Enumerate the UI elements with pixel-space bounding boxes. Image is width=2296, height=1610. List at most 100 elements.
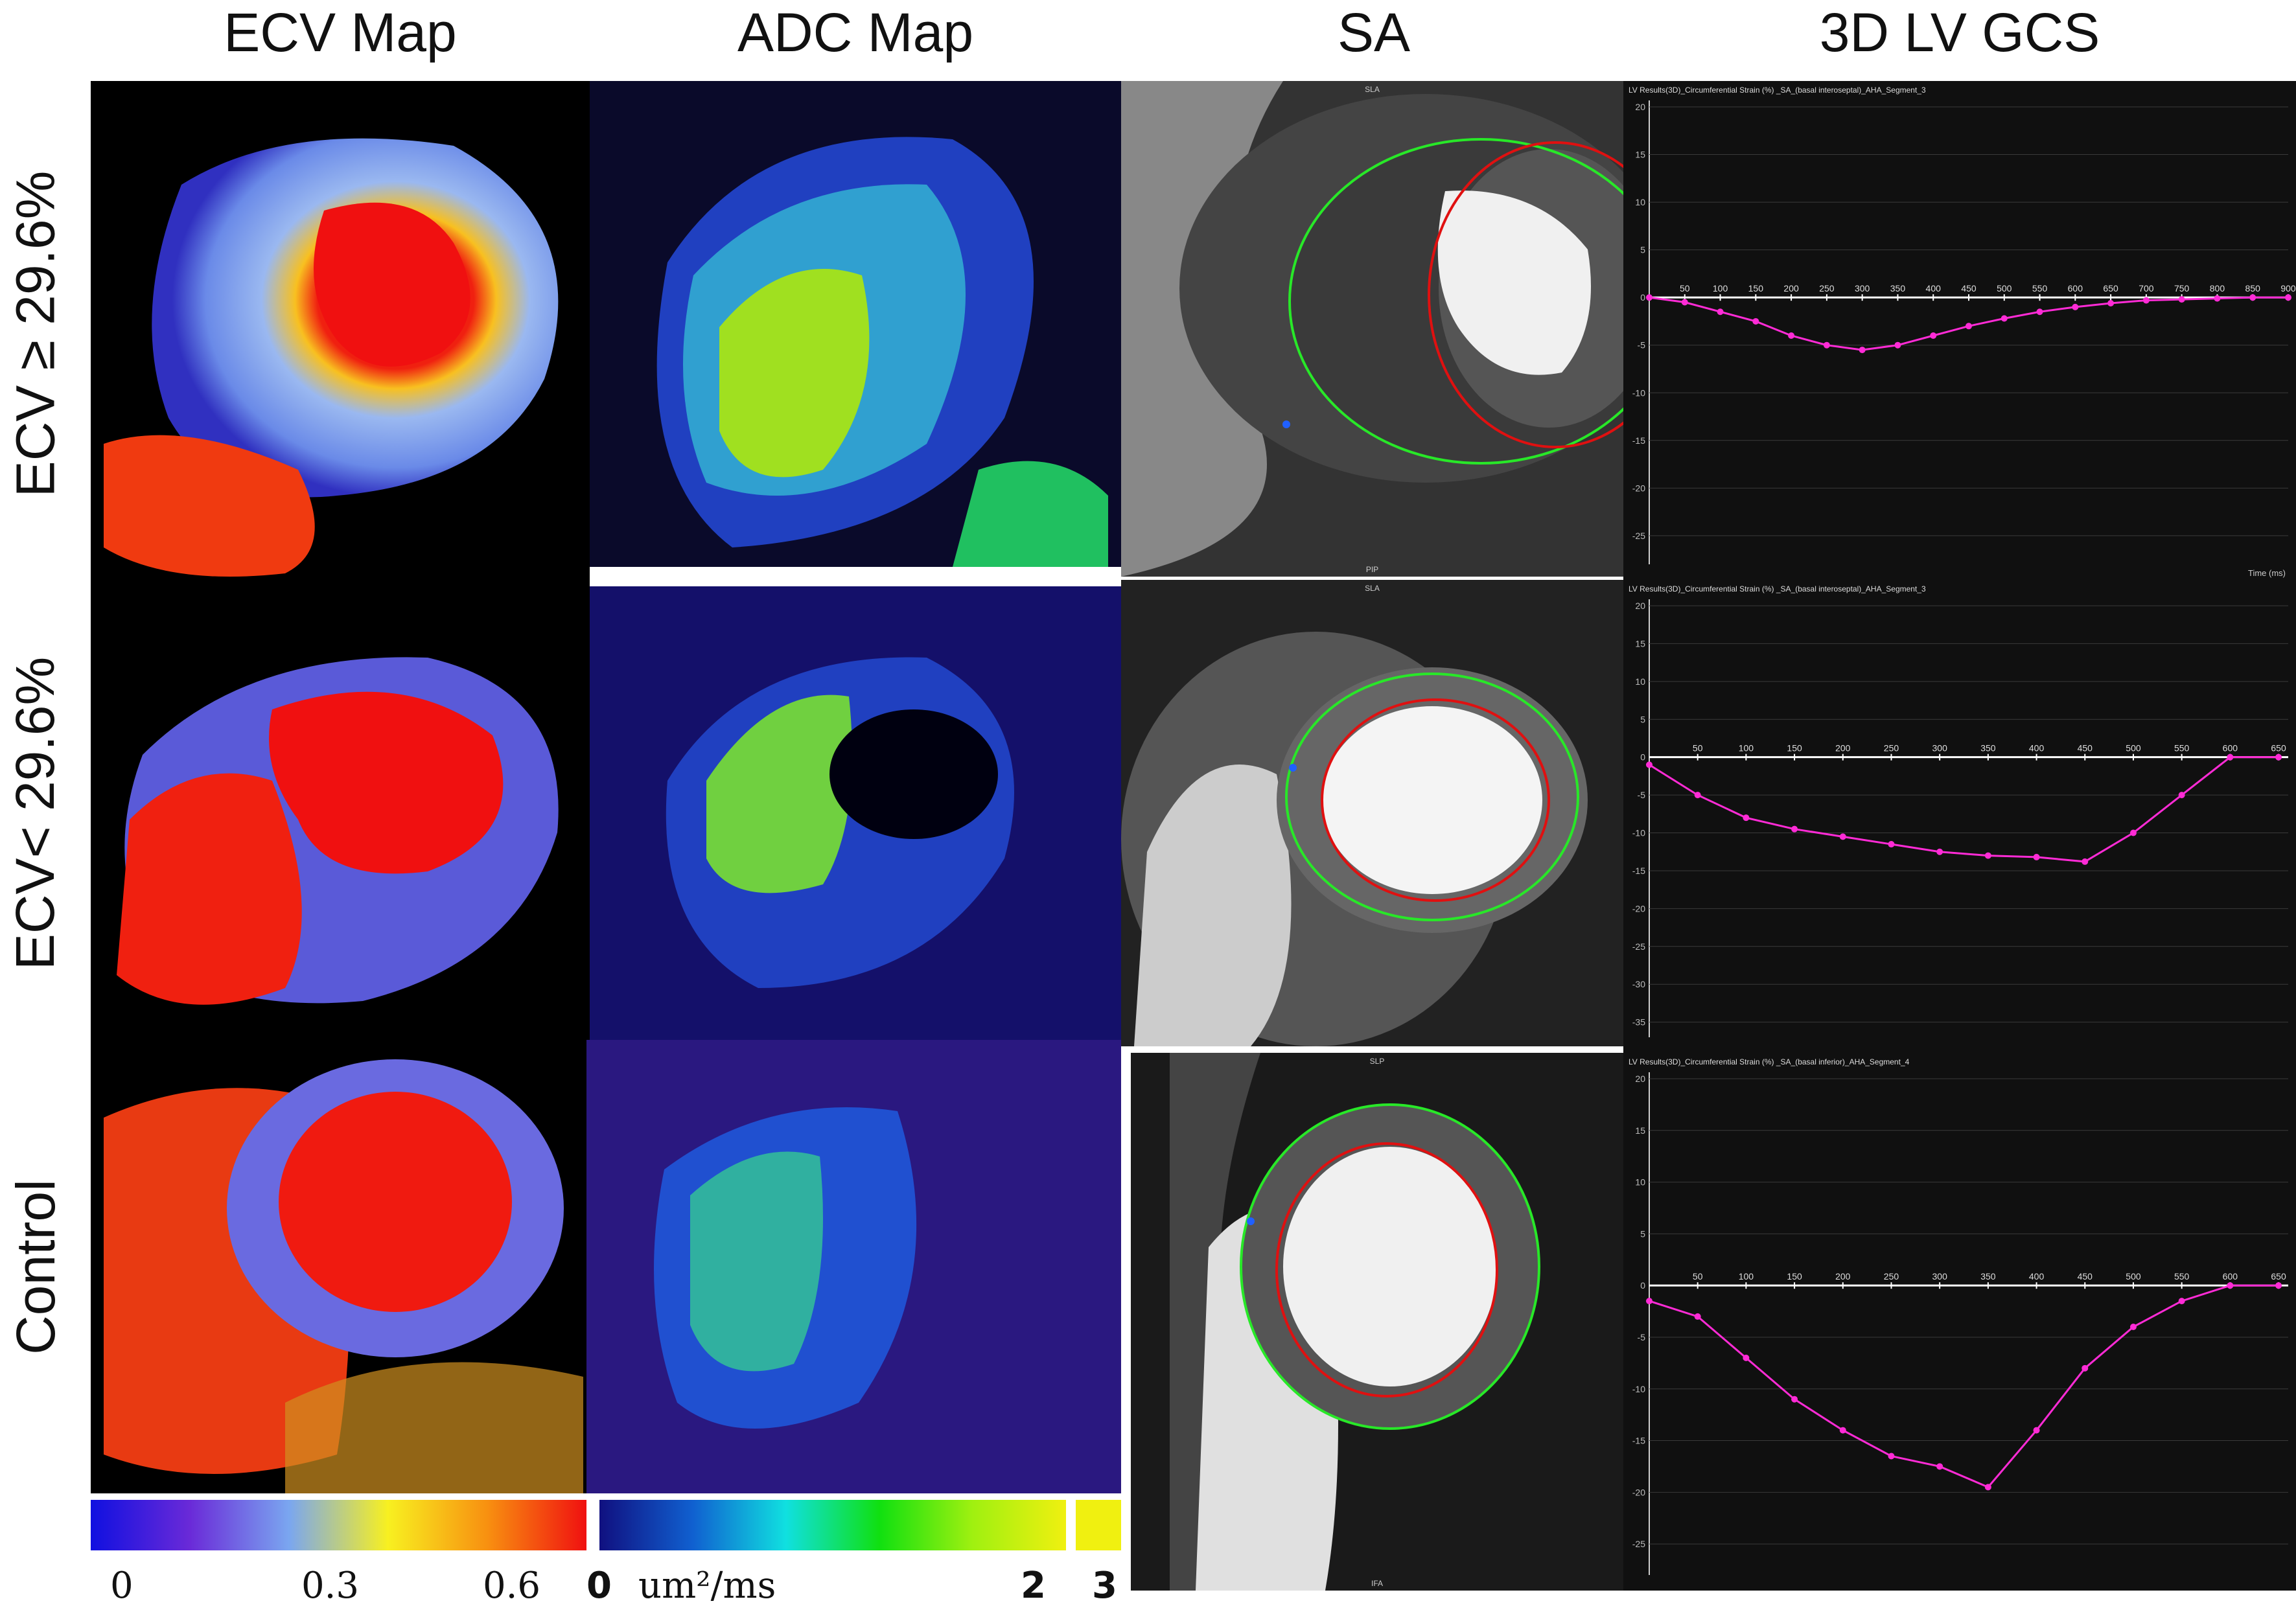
y-tick-label: -15 (1632, 866, 1645, 876)
strain-data-point (2033, 853, 2040, 860)
x-tick-label: 500 (2126, 743, 2141, 753)
strain-data-point (1791, 825, 1798, 833)
adc-colorbar-unit: um²/ms (638, 1565, 776, 1607)
x-tick-label: 500 (1997, 283, 2012, 293)
strain-data-point (1791, 1396, 1798, 1403)
x-axis-label: Time (ms) (2248, 568, 2286, 578)
strain-data-point (1984, 1484, 1991, 1491)
y-tick-label: -25 (1632, 1539, 1645, 1549)
strain-data-point (1966, 323, 1972, 330)
header-ecv-map: ECV Map (224, 2, 457, 63)
x-tick-label: 100 (1739, 1271, 1754, 1282)
gcs-chart-svg-row1: LV Results(3D)_Circumferential Strain (%… (1629, 86, 2296, 578)
x-tick-label: 200 (1783, 283, 1799, 293)
sa-orientation-top-row3: SLP (1369, 1057, 1385, 1066)
x-tick-label: 350 (1980, 743, 1996, 753)
y-tick-label: -5 (1638, 790, 1646, 800)
x-tick-label: 150 (1787, 1271, 1802, 1282)
strain-data-point (2285, 294, 2291, 301)
x-tick-label: 350 (1980, 1271, 1996, 1282)
adc-colorbar-label-2: 2 (1021, 1565, 1046, 1607)
sa-image-row2: SLA (1121, 580, 1623, 1046)
y-tick-label: 15 (1635, 638, 1645, 649)
x-tick-label: 800 (2210, 283, 2225, 293)
strain-data-point (2081, 1364, 2089, 1372)
strain-data-point (1694, 1313, 1701, 1320)
x-tick-label: 550 (2174, 743, 2190, 753)
row-label-ecv-low: ECV< 29.6% (5, 656, 66, 970)
ecv-map-image-row2 (91, 586, 590, 1040)
strain-data-point (1839, 1427, 1846, 1434)
x-tick-label: 650 (2103, 283, 2118, 293)
y-tick-label: -10 (1632, 387, 1645, 398)
y-tick-label: 15 (1635, 1125, 1645, 1136)
x-tick-label: 650 (2271, 743, 2286, 753)
strain-data-point (1743, 814, 1750, 822)
strain-data-point (2214, 295, 2221, 302)
gcs-chart-svg-row2: LV Results(3D)_Circumferential Strain (%… (1629, 584, 2288, 1037)
ecv-colorbar-label-0.3: 0.3 (301, 1565, 360, 1607)
y-tick-label: -25 (1632, 531, 1645, 541)
gcs-chart-row3: LV Results(3D)_Circumferential Strain (%… (1623, 1053, 2296, 1591)
strain-data-point (2178, 792, 2185, 799)
y-tick-label: 10 (1635, 676, 1645, 687)
strain-data-point (1743, 1354, 1750, 1361)
strain-data-point (1788, 332, 1795, 339)
ecv-colorbar-label-0: 0 (110, 1565, 133, 1607)
sa-orientation-top-row2: SLA (1365, 584, 1380, 593)
x-tick-label: 450 (2078, 743, 2093, 753)
strain-data-point (2227, 1282, 2234, 1289)
sa-orientation-bottom-row1: PIP (1365, 565, 1379, 574)
x-tick-label: 550 (2032, 283, 2048, 293)
strain-data-point (2107, 299, 2115, 306)
y-tick-label: 5 (1640, 1228, 1645, 1239)
y-tick-label: 20 (1635, 601, 1645, 611)
header-sa: SA (1337, 2, 1411, 63)
y-tick-label: -15 (1632, 435, 1645, 446)
strain-data-point (1936, 1463, 1943, 1470)
strain-data-point (2072, 303, 2079, 310)
y-tick-label: -20 (1632, 1487, 1645, 1497)
x-tick-label: 150 (1748, 283, 1764, 293)
x-tick-label: 500 (2126, 1271, 2141, 1282)
strain-data-point (1984, 852, 1991, 859)
header-adc-map: ADC Map (737, 2, 974, 63)
y-tick-label: 0 (1640, 1280, 1645, 1291)
strain-data-point (2249, 294, 2256, 301)
x-tick-label: 600 (2068, 283, 2083, 293)
x-tick-label: 400 (2029, 743, 2045, 753)
gcs-chart-svg-row3: LV Results(3D)_Circumferential Strain (%… (1629, 1057, 2288, 1575)
y-tick-label: -5 (1638, 340, 1646, 351)
adc-map-image-row1 (590, 81, 1121, 567)
strain-data-point (1936, 848, 1943, 855)
x-tick-label: 850 (2245, 283, 2261, 293)
x-tick-label: 400 (2029, 1271, 2045, 1282)
y-tick-label: 5 (1640, 245, 1645, 255)
strain-data-point (1717, 308, 1724, 316)
y-tick-label: 10 (1635, 197, 1645, 207)
strain-data-point (2036, 308, 2043, 316)
strain-data-point (2227, 753, 2234, 761)
strain-data-point (2033, 1427, 2040, 1434)
strain-data-point (1646, 761, 1652, 768)
x-tick-label: 350 (1890, 283, 1906, 293)
adc-colorbar (599, 1500, 1066, 1550)
y-tick-label: -20 (1632, 483, 1645, 493)
gcs-chart-row1: LV Results(3D)_Circumferential Strain (%… (1623, 81, 2296, 580)
y-tick-label: -25 (1632, 941, 1645, 952)
chart-title: LV Results(3D)_Circumferential Strain (%… (1629, 584, 1926, 593)
x-tick-label: 250 (1884, 743, 1899, 753)
ecv-colorbar (91, 1500, 586, 1550)
strain-data-point (2000, 315, 2008, 322)
x-tick-label: 600 (2223, 743, 2238, 753)
x-tick-label: 200 (1835, 743, 1851, 753)
strain-series-line (1649, 756, 2279, 863)
adc-map-image-row2 (590, 586, 1121, 1040)
strain-data-point (2129, 829, 2137, 836)
y-tick-label: -10 (1632, 1384, 1645, 1394)
strain-data-point (1694, 792, 1701, 799)
row-label-ecv-high: ECV ≥ 29.6% (5, 170, 66, 497)
strain-data-point (1859, 347, 1866, 354)
x-tick-label: 250 (1819, 283, 1835, 293)
y-tick-label: -35 (1632, 1017, 1645, 1028)
